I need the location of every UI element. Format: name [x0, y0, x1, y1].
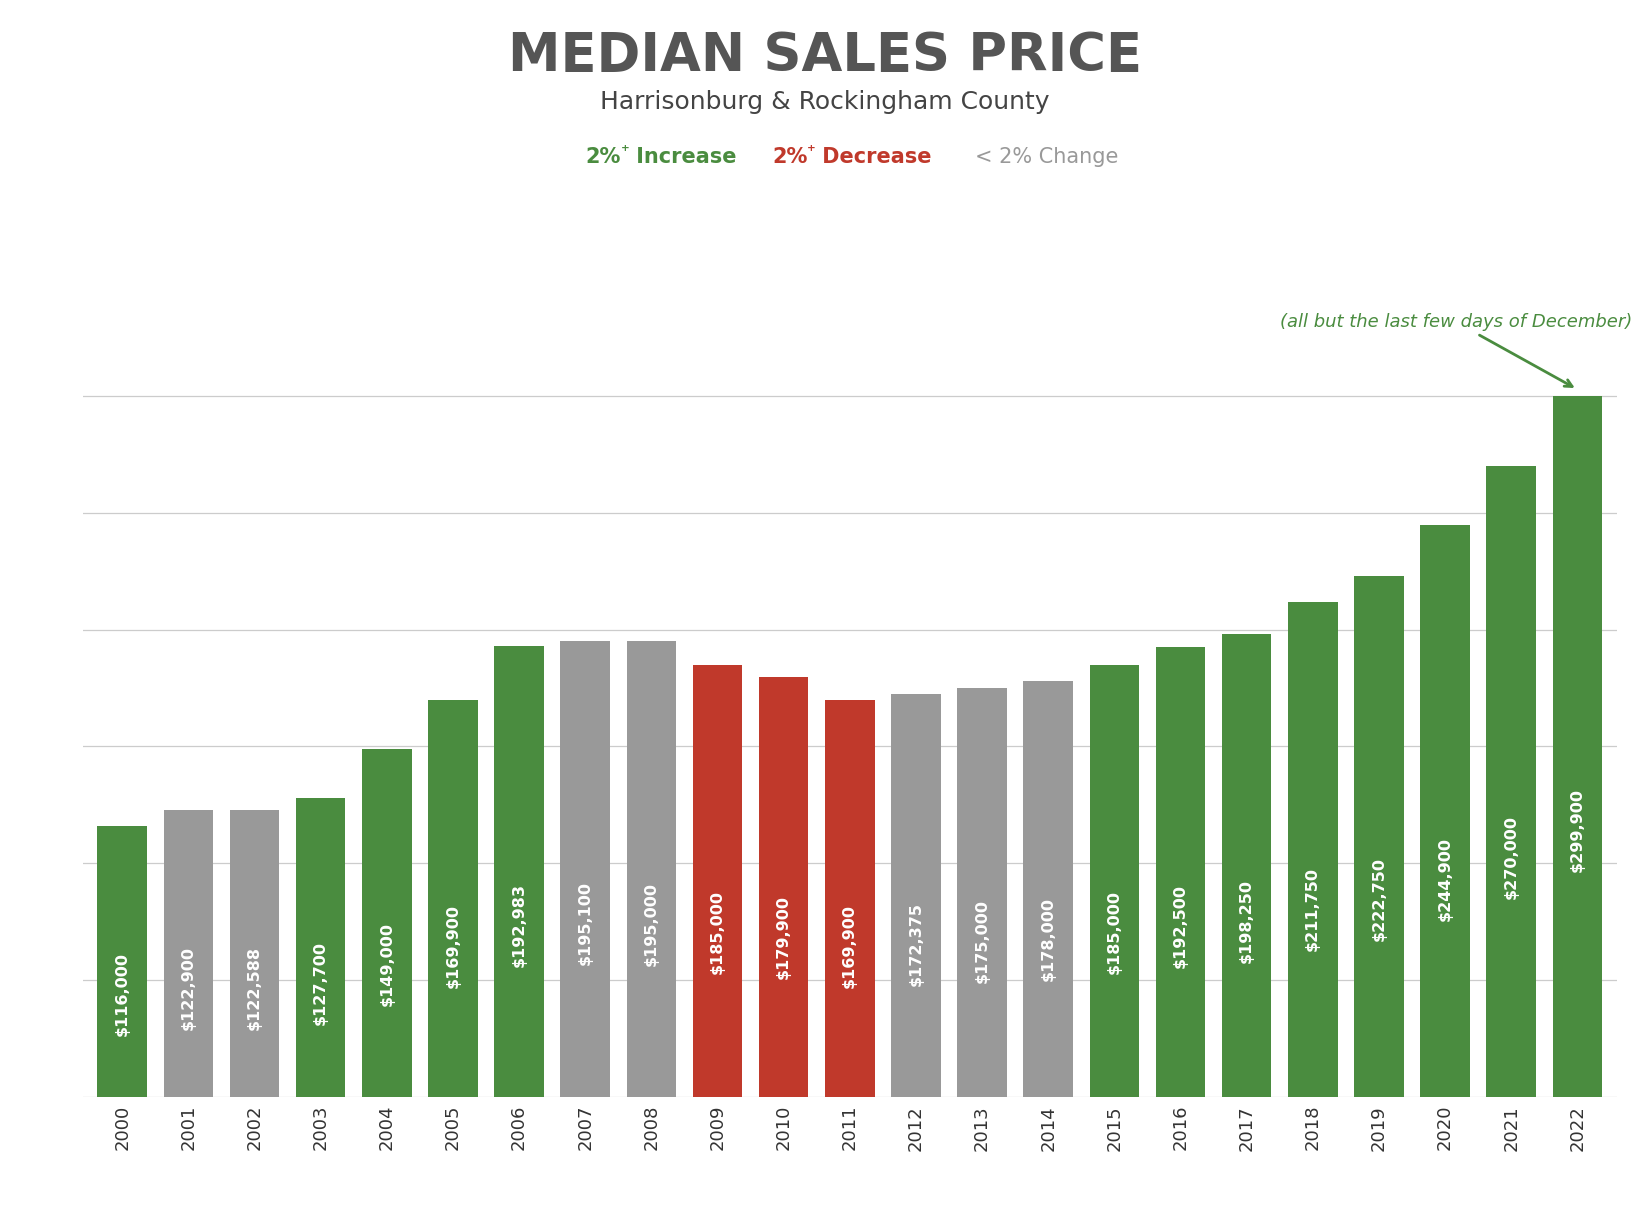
Text: 2%: 2%	[772, 147, 807, 167]
Bar	[693, 665, 742, 1097]
Bar	[1221, 634, 1272, 1097]
Text: Increase: Increase	[629, 147, 736, 167]
Bar	[163, 810, 213, 1097]
Bar	[1487, 466, 1536, 1097]
Bar	[97, 825, 147, 1097]
Text: $192,500: $192,500	[1173, 883, 1188, 968]
Bar	[1355, 576, 1404, 1097]
Text: $244,900: $244,900	[1437, 837, 1452, 922]
Bar	[361, 748, 411, 1097]
Bar	[759, 676, 808, 1097]
Text: $185,000: $185,000	[710, 890, 724, 975]
Text: ⁺: ⁺	[620, 143, 629, 161]
Text: $270,000: $270,000	[1503, 815, 1518, 899]
Text: Decrease: Decrease	[815, 147, 932, 167]
Text: $178,000: $178,000	[1041, 897, 1056, 981]
Text: $195,100: $195,100	[578, 882, 592, 965]
Text: $169,900: $169,900	[842, 904, 858, 988]
Bar	[957, 688, 1006, 1097]
Bar	[825, 700, 874, 1097]
Text: $211,750: $211,750	[1305, 866, 1320, 951]
Text: $122,900: $122,900	[182, 946, 196, 1029]
Bar	[1023, 681, 1072, 1097]
Text: < 2% Change: < 2% Change	[975, 147, 1119, 167]
Text: $149,000: $149,000	[380, 922, 394, 1006]
Text: $172,375: $172,375	[909, 901, 924, 986]
Text: $185,000: $185,000	[1107, 890, 1122, 975]
Bar	[1289, 602, 1338, 1097]
Text: 2%: 2%	[586, 147, 620, 167]
Text: $299,900: $299,900	[1569, 788, 1584, 872]
Text: $195,000: $195,000	[644, 882, 658, 965]
Text: $179,900: $179,900	[776, 895, 790, 978]
Text: $116,000: $116,000	[116, 952, 130, 1035]
Text: $127,700: $127,700	[314, 941, 328, 1025]
Bar	[229, 810, 279, 1097]
Bar	[295, 799, 345, 1097]
Bar	[561, 641, 610, 1097]
Text: ⁺: ⁺	[807, 143, 815, 161]
Bar	[1553, 396, 1602, 1097]
Bar	[1089, 665, 1138, 1097]
Bar	[495, 646, 544, 1097]
Text: $192,983: $192,983	[512, 883, 526, 968]
Text: (all but the last few days of December): (all but the last few days of December)	[1280, 313, 1632, 387]
Text: $222,750: $222,750	[1371, 857, 1386, 941]
Text: $198,250: $198,250	[1239, 878, 1254, 963]
Bar	[427, 700, 478, 1097]
Text: $122,588: $122,588	[248, 946, 262, 1030]
Bar	[1155, 647, 1204, 1097]
Bar	[627, 641, 676, 1097]
Text: $169,900: $169,900	[446, 904, 460, 988]
Bar	[1421, 525, 1470, 1097]
Text: Harrisonburg & Rockingham County: Harrisonburg & Rockingham County	[601, 90, 1049, 114]
Bar	[891, 694, 940, 1097]
Text: MEDIAN SALES PRICE: MEDIAN SALES PRICE	[508, 30, 1142, 82]
Text: $175,000: $175,000	[975, 899, 990, 983]
